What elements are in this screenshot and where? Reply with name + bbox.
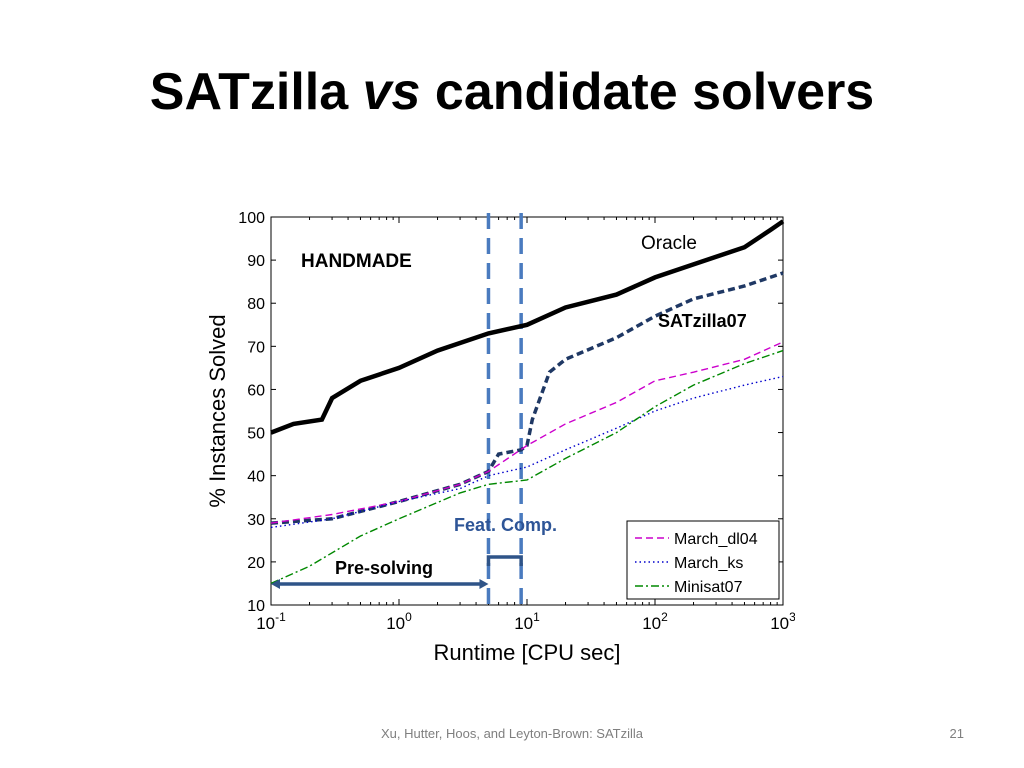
series-line-satzilla07 (270, 271, 784, 525)
x-tick-label: 101 (514, 610, 540, 633)
y-tick-label: 40 (247, 469, 265, 486)
cutoff-lines (486, 213, 523, 605)
y-axis-label: % Instances Solved (205, 314, 230, 507)
feat-comp-label: Feat. Comp. (454, 515, 557, 535)
x-tick-label: 103 (770, 610, 795, 633)
y-tick-label: 80 (247, 296, 265, 313)
y-tick-label: 70 (247, 339, 265, 356)
pre-solving-arrow-head-right (479, 579, 489, 589)
y-axis-ticks: 10 20 30 40 50 60 70 80 90 100 (238, 210, 783, 615)
x-axis-label: Runtime [CPU sec] (433, 640, 620, 665)
y-tick-label: 20 (247, 555, 265, 572)
feat-comp-bracket (486, 555, 523, 566)
pre-solving-arrow-head-left (271, 579, 280, 589)
y-tick-label: 60 (247, 382, 265, 399)
series-line-march-dl04 (270, 341, 784, 524)
y-tick-label: 10 (247, 598, 265, 615)
panel-label: HANDMADE (301, 251, 412, 272)
pre-solving-label: Pre-solving (335, 558, 433, 578)
satzilla-label: SATzilla07 (658, 311, 747, 331)
y-tick-label: 50 (247, 426, 265, 443)
x-tick-label: 102 (642, 610, 668, 633)
title-italic: vs (362, 63, 421, 121)
legend-label: Minisat07 (674, 579, 743, 596)
x-axis-ticks: 10-1 100 101 102 103 (256, 217, 795, 633)
runtime-chart: 10 20 30 40 50 60 70 80 90 100 10-1 100 101 102 103 R… (205, 210, 795, 665)
y-tick-label: 100 (238, 210, 265, 227)
y-tick-label: 90 (247, 253, 265, 270)
series-lines (270, 219, 785, 585)
legend: March_dl04 March_ks Minisat07 (626, 520, 780, 600)
series-line-minisat07 (270, 349, 784, 585)
oracle-label: Oracle (641, 233, 697, 254)
x-tick-label: 10-1 (256, 610, 286, 633)
title-part1: SATzilla (149, 63, 363, 121)
footer-text: Xu, Hutter, Hoos, and Leyton-Brown: SATz… (380, 726, 644, 741)
phase-arrows (271, 555, 523, 589)
legend-label: March_ks (674, 555, 743, 572)
y-tick-label: 30 (247, 512, 265, 529)
legend-label: March_dl04 (674, 531, 758, 548)
x-tick-label: 100 (386, 610, 412, 633)
slide-title: SATzilla vs candidate solvers (0, 62, 1024, 122)
series-line-oracle (270, 219, 785, 435)
title-part2: candidate solvers (420, 63, 875, 121)
series-line-march-ks (270, 375, 784, 529)
slide-number: 21 (949, 726, 964, 741)
